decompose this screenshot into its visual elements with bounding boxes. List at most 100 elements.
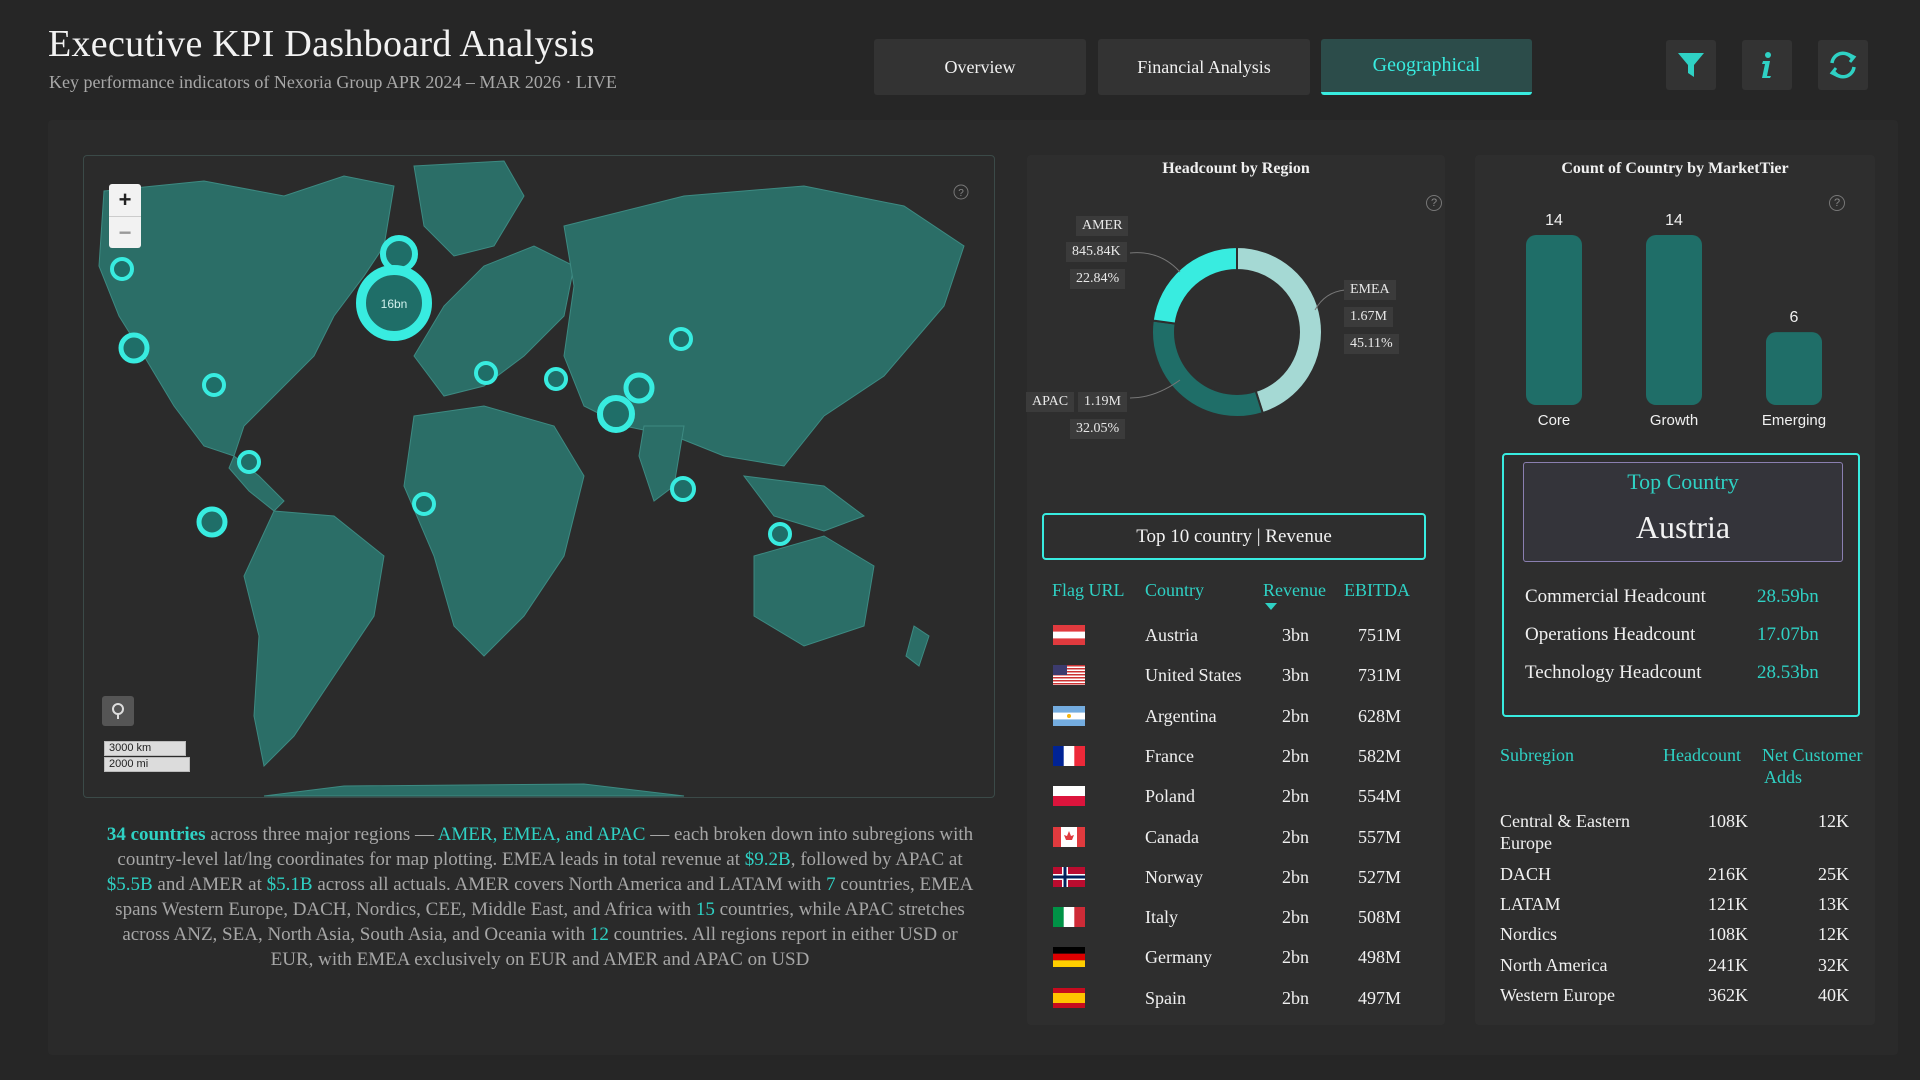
- continent-europe: [413, 245, 575, 397]
- pin-button[interactable]: [102, 696, 134, 726]
- info-icon: [1762, 52, 1771, 78]
- tab-geographical[interactable]: Geographical: [1321, 39, 1532, 95]
- table-row[interactable]: Spain 2bn 497M: [1050, 978, 1430, 1018]
- metric-label: Commercial Headcount: [1525, 586, 1706, 607]
- table-row[interactable]: Italy 2bn 508M: [1050, 897, 1430, 937]
- filter-icon: [1678, 53, 1704, 77]
- donut-segment-apac[interactable]: [1151, 319, 1264, 418]
- donut-segment-amer[interactable]: [1151, 245, 1238, 325]
- ebitda-cell: 554M: [1358, 786, 1402, 807]
- desc-emea-count: 15: [695, 899, 715, 920]
- amer-label: AMER: [1076, 216, 1129, 236]
- col-headcount[interactable]: Headcount: [1663, 745, 1741, 765]
- zoom-in-button[interactable]: +: [118, 187, 132, 212]
- country-cell: Spain: [1145, 987, 1187, 1008]
- world-map[interactable]: 16bn ? 3000 km 2000 mi: [83, 155, 995, 798]
- page-subtitle: Key performance indicators of Nexoria Gr…: [49, 72, 617, 92]
- col-ebitda[interactable]: EBITDA: [1344, 580, 1410, 600]
- help-icon[interactable]: ?: [1829, 195, 1845, 211]
- revenue-cell: 2bn: [1282, 745, 1309, 766]
- col-net-customer-adds[interactable]: Net Customer Adds: [1762, 744, 1863, 788]
- bar-emerging[interactable]: [1766, 332, 1822, 405]
- map-bubble: [196, 506, 228, 538]
- table-row[interactable]: France 2bn 582M: [1050, 736, 1430, 776]
- continent-new-zealand: [905, 625, 930, 667]
- apac-label: APAC: [1026, 392, 1075, 412]
- country-cell: France: [1145, 745, 1194, 766]
- desc-text: , followed by APAC at: [790, 849, 963, 870]
- desc-amer-revenue: $5.1B: [266, 874, 313, 895]
- donut-segment-emea[interactable]: [1236, 245, 1323, 415]
- filter-button[interactable]: [1666, 40, 1716, 90]
- map-bubble: [474, 361, 498, 385]
- info-button[interactable]: [1742, 40, 1792, 90]
- table-row[interactable]: Canada 2bn 557M: [1050, 817, 1430, 857]
- subregion-cell: Western Europe: [1500, 984, 1615, 1006]
- ebitda-cell: 751M: [1358, 625, 1402, 645]
- col-revenue[interactable]: Revenue: [1263, 580, 1326, 600]
- austria-flag-icon: [1053, 625, 1085, 645]
- amer-value: 845.84K: [1066, 242, 1127, 262]
- map-bubble: [202, 373, 226, 397]
- apac-pct: 32.05%: [1070, 419, 1126, 439]
- subregion-cell: Central & Eastern Europe: [1500, 810, 1630, 854]
- refresh-button[interactable]: [1818, 40, 1868, 90]
- ebitda-cell: 527M: [1358, 866, 1402, 887]
- ebitda-cell: 497M: [1358, 987, 1402, 1008]
- table-row[interactable]: Austria 3bn 751M: [1050, 615, 1430, 655]
- table-row[interactable]: United States 3bn 731M: [1050, 655, 1430, 695]
- desc-text: — each broken down into subregions with …: [117, 824, 974, 870]
- top10-revenue-button[interactable]: Top 10 country | Revenue: [1042, 513, 1426, 560]
- desc-regions: AMER, EMEA, and APAC: [437, 824, 646, 845]
- revenue-cell: 2bn: [1282, 947, 1309, 968]
- tab-overview[interactable]: Overview: [874, 39, 1086, 95]
- poland-flag-icon: [1053, 786, 1085, 807]
- headcount-cell: 216K: [1708, 864, 1748, 884]
- col-subregion[interactable]: Subregion: [1500, 745, 1574, 765]
- country-cell: Canada: [1145, 826, 1199, 847]
- help-icon[interactable]: ?: [1426, 195, 1442, 211]
- top-country-name: Austria: [1635, 509, 1731, 545]
- desc-apac-revenue: $5.5B: [106, 874, 153, 895]
- map-bubble: [118, 332, 150, 364]
- bar-value-label: 14: [1665, 212, 1683, 229]
- net-adds-cell: 25K: [1818, 864, 1849, 884]
- subregion-line: North America: [1500, 955, 1608, 975]
- zoom-out-button[interactable]: −: [109, 216, 141, 248]
- col-net-customer-adds-line2: Adds: [1764, 767, 1803, 787]
- ebitda-cell: 731M: [1358, 665, 1402, 686]
- france-flag-icon: [1053, 745, 1085, 766]
- headcount-cell: 108K: [1708, 924, 1748, 944]
- desc-text: countries, EMEA spans Western Europe, DA…: [115, 874, 974, 920]
- emea-value: 1.67M: [1344, 307, 1393, 327]
- headcount-by-region-title: Headcount by Region: [1162, 160, 1310, 177]
- map-bubble: [237, 450, 261, 474]
- world-map-shapes: 16bn ?: [98, 160, 969, 797]
- map-bubble: [110, 257, 134, 281]
- bar-core[interactable]: [1526, 235, 1582, 405]
- ebitda-cell: 508M: [1358, 907, 1402, 928]
- col-flag[interactable]: Flag URL: [1052, 580, 1125, 600]
- col-country[interactable]: Country: [1145, 580, 1205, 600]
- bar-growth[interactable]: [1646, 235, 1702, 405]
- revenue-cell: 3bn: [1282, 665, 1309, 686]
- table-row[interactable]: Norway 2bn 527M: [1050, 857, 1430, 897]
- table-row[interactable]: Germany 2bn 498M: [1050, 937, 1430, 977]
- middle-panel: [1027, 155, 1445, 1025]
- ebitda-cell: 557M: [1358, 826, 1402, 847]
- market-tier-title: Count of Country by MarketTier: [1561, 160, 1789, 177]
- table-row[interactable]: Argentina 2bn 628M: [1050, 696, 1430, 736]
- revenue-cell: 3bn: [1282, 625, 1309, 645]
- headcount-donut-chart[interactable]: [1100, 220, 1400, 450]
- revenue-cell: 2bn: [1282, 907, 1309, 928]
- headcount-cell: 121K: [1708, 894, 1748, 914]
- continent-asia: [563, 185, 965, 467]
- tab-financial-analysis[interactable]: Financial Analysis: [1098, 39, 1310, 95]
- market-tier-bar-chart[interactable]: 14 Core 14 Growth 6 Emerging: [1480, 200, 1860, 430]
- map-scale-mi: 2000 mi: [104, 757, 190, 772]
- norway-flag-icon: [1053, 866, 1085, 887]
- headcount-cell: 241K: [1708, 955, 1748, 975]
- table-row[interactable]: Poland 2bn 554M: [1050, 776, 1430, 816]
- sort-desc-icon: [1265, 603, 1277, 610]
- net-adds-cell: 32K: [1818, 955, 1849, 975]
